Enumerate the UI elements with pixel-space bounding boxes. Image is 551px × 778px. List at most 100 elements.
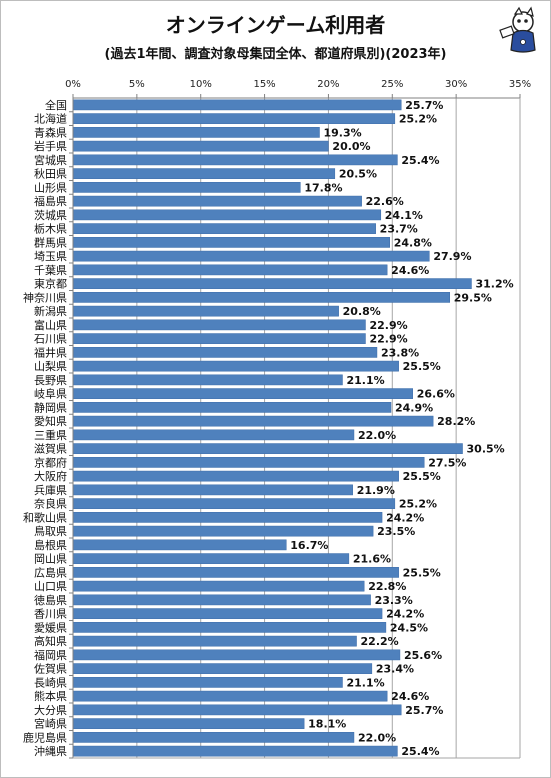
bar [72,649,401,661]
bar [72,553,350,564]
bar [72,429,355,441]
bar [72,498,396,509]
category-label: 山形県 [34,181,67,194]
data-label: 25.7% [405,99,443,112]
category-label: 和歌山県 [23,510,67,524]
bar [72,278,472,289]
data-label: 24.2% [386,511,424,524]
data-label: 25.2% [399,498,437,511]
data-label: 23.7% [380,223,418,236]
category-label: 北海道 [34,112,67,126]
bar [72,250,430,262]
bar [72,732,355,743]
bar [72,525,374,537]
bar [72,292,451,303]
category-label: 高知県 [34,634,67,648]
bar [72,415,434,427]
bar [72,223,376,234]
data-label: 21.1% [346,374,384,387]
data-label: 24.1% [385,209,423,222]
bar [72,677,343,688]
category-label: 香川県 [34,608,67,621]
bar [72,195,362,207]
category-label: 千葉県 [34,263,67,277]
chart-title: オンラインゲーム利用者 [165,13,386,37]
data-label: 25.2% [399,113,437,126]
data-label: 23.8% [381,346,419,359]
category-label: 愛知県 [34,414,67,428]
category-label: 青森県 [34,125,67,139]
bar [72,168,336,179]
data-label: 19.3% [323,126,361,139]
category-label: 鹿児島県 [23,730,67,744]
category-label: 奈良県 [34,497,67,511]
data-label: 24.8% [394,236,432,249]
data-label: 25.7% [405,704,443,717]
data-label: 22.0% [358,429,396,442]
category-label: 兵庫県 [34,483,67,497]
x-tick-label: 25% [381,79,403,90]
data-label: 23.3% [375,594,413,607]
bar [72,140,329,152]
bar [72,484,353,496]
category-label: 三重県 [34,428,67,442]
x-tick-label: 35% [509,79,531,90]
bar [72,718,305,729]
data-label: 28.2% [437,415,475,428]
bar [72,209,382,221]
data-label: 23.4% [376,663,414,676]
category-label: 島根県 [34,538,67,552]
bar [72,237,390,248]
data-label: 25.5% [403,470,441,483]
category-label: 滋賀県 [34,443,67,456]
data-label: 25.5% [403,360,441,373]
data-label: 27.9% [433,250,471,263]
bar [72,539,287,551]
data-label: 20.5% [339,168,377,181]
data-label: 22.9% [369,333,407,346]
category-label: 愛媛県 [34,620,67,634]
bar [72,470,399,482]
bar [72,333,366,344]
category-label: 大阪府 [34,469,67,483]
data-label: 23.5% [377,525,415,538]
bar [72,127,320,138]
category-label: 全国 [45,98,67,112]
data-label: 22.9% [369,319,407,332]
category-label: 長野県 [34,374,67,387]
bar [72,608,383,619]
category-label: 岐阜県 [34,388,67,401]
bar [72,745,398,757]
data-label: 25.5% [403,566,441,579]
category-label: 秋田県 [34,167,67,181]
data-label: 25.4% [401,745,439,758]
category-label: 広島県 [34,565,67,579]
bar [72,580,365,592]
data-label: 25.6% [404,649,442,662]
x-tick-label: 15% [253,79,275,90]
data-label: 24.2% [386,608,424,621]
x-tick-label: 10% [190,79,212,90]
bar [72,663,373,674]
category-label: 新潟県 [34,304,67,318]
bar [72,690,388,702]
category-label: 石川県 [34,333,67,346]
bar [72,635,357,647]
category-label: 鳥取県 [34,524,67,538]
data-label: 26.6% [417,388,455,401]
category-label: 宮城県 [34,153,67,167]
mascot-logo [499,6,536,53]
bar [72,154,398,166]
data-label: 27.5% [428,456,466,469]
data-label: 25.4% [401,154,439,167]
bar [72,319,366,331]
category-label: 宮崎県 [34,717,67,731]
category-label: 長崎県 [34,675,67,689]
category-label: 山口県 [34,580,67,593]
category-label: 神奈川県 [23,290,67,304]
data-label: 24.6% [391,690,429,703]
data-label: 24.6% [391,264,429,277]
category-label: 沖縄県 [34,744,67,758]
bar [72,388,413,399]
